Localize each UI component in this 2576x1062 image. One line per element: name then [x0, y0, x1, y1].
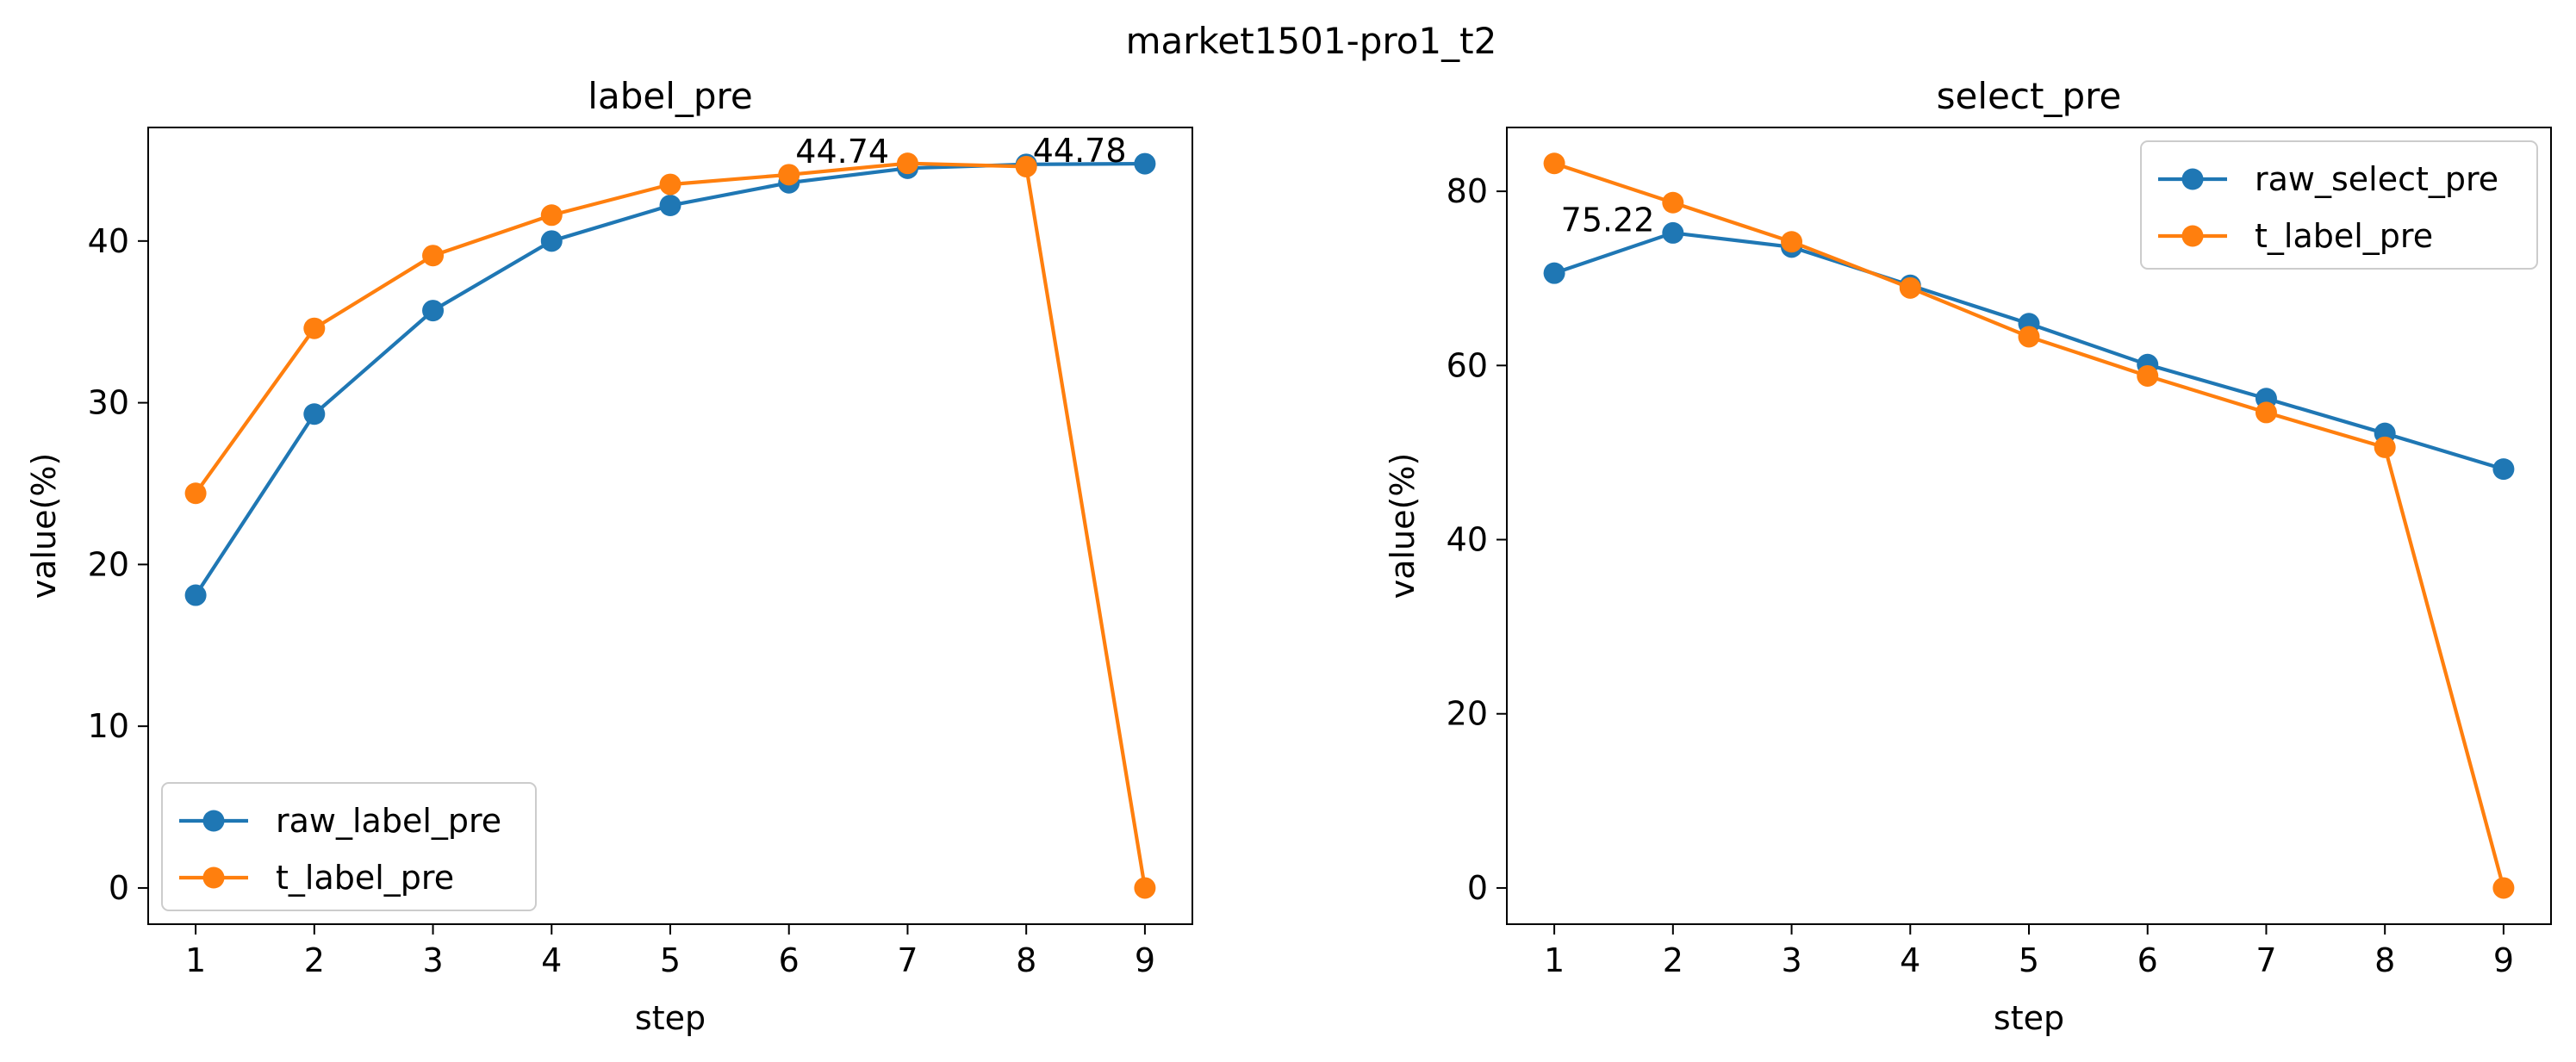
- data-annotation: 44.74: [795, 133, 889, 171]
- data-point-raw_label_pre: [659, 195, 681, 217]
- y-tick-label: 20: [1447, 695, 1488, 733]
- legend-swatch-marker: [2181, 168, 2204, 190]
- x-tick-label: 3: [422, 941, 443, 979]
- x-tick-label: 9: [1135, 941, 1155, 979]
- legend-entry-label: raw_label_pre: [276, 802, 501, 840]
- data-point-t_label_pre: [1781, 231, 1803, 253]
- data-point-raw_select_pre: [2492, 458, 2515, 481]
- data-point-t_label_pre: [422, 245, 445, 267]
- y-axis-label: value(%): [1384, 453, 1422, 599]
- data-point-raw_label_pre: [303, 403, 326, 425]
- x-tick-label: 4: [1900, 941, 1920, 979]
- data-point-t_label_pre: [1134, 877, 1156, 899]
- data-point-raw_select_pre: [1543, 262, 1565, 284]
- x-axis-label: step: [635, 999, 706, 1037]
- legend-entry-label: raw_select_pre: [2255, 160, 2498, 198]
- data-point-raw_label_pre: [540, 230, 563, 252]
- data-point-t_label_pre: [896, 152, 918, 175]
- y-tick-label: 40: [88, 222, 129, 260]
- legend-swatch-marker: [202, 810, 225, 832]
- data-point-t_label_pre: [1015, 155, 1037, 177]
- data-point-t_label_pre: [2018, 326, 2040, 348]
- data-annotation: 75.22: [1561, 201, 1655, 239]
- legend: raw_select_pre t_label_pre: [2140, 140, 2538, 270]
- x-tick-label: 6: [779, 941, 800, 979]
- chart-title: label_pre: [588, 75, 752, 117]
- legend-entry-label: t_label_pre: [2255, 217, 2433, 255]
- data-point-t_label_pre: [778, 164, 800, 186]
- y-tick-label: 30: [88, 384, 129, 422]
- x-tick-label: 2: [1663, 941, 1683, 979]
- x-tick-label: 6: [2137, 941, 2158, 979]
- x-tick-label: 4: [541, 941, 562, 979]
- x-tick-label: 3: [1781, 941, 1801, 979]
- y-tick-label: 20: [88, 545, 129, 583]
- x-tick-label: 1: [1544, 941, 1565, 979]
- x-tick-label: 5: [660, 941, 681, 979]
- data-point-t_label_pre: [540, 204, 563, 227]
- x-axis-label: step: [1994, 999, 2064, 1037]
- y-tick-label: 80: [1447, 172, 1488, 210]
- legend-box: [161, 782, 537, 911]
- x-tick-label: 2: [304, 941, 325, 979]
- data-point-t_label_pre: [1543, 152, 1565, 175]
- y-tick-label: 0: [1467, 869, 1488, 907]
- y-tick-label: 40: [1447, 521, 1488, 559]
- data-point-raw_label_pre: [184, 584, 207, 606]
- x-tick-label: 9: [2493, 941, 2514, 979]
- y-tick-label: 10: [88, 707, 129, 745]
- data-point-raw_label_pre: [1134, 152, 1156, 175]
- x-tick-label: 8: [1016, 941, 1036, 979]
- x-tick-label: 7: [897, 941, 918, 979]
- x-tick-label: 5: [2019, 941, 2039, 979]
- data-point-raw_select_pre: [1662, 221, 1684, 244]
- data-point-t_label_pre: [1662, 191, 1684, 214]
- legend-box: [2140, 140, 2538, 270]
- axes-frame: [1506, 127, 2552, 925]
- chart-panel-0: label_pre 1 2 3 4 5 6 7 8 9 0 10 20 30 40 step value(%) 4…: [25, 75, 1193, 1037]
- chart-title: select_pre: [1937, 75, 2122, 117]
- legend: raw_label_pre t_label_pre: [161, 782, 537, 911]
- legend-swatch-marker: [2181, 225, 2204, 247]
- data-point-t_label_pre: [184, 482, 207, 505]
- data-point-raw_label_pre: [422, 300, 445, 322]
- data-point-t_label_pre: [1899, 276, 1921, 299]
- legend-swatch-marker: [202, 866, 225, 889]
- data-annotation: 44.78: [1033, 132, 1127, 170]
- x-tick-label: 1: [185, 941, 206, 979]
- y-tick-label: 60: [1447, 346, 1488, 384]
- chart-panel-1: select_pre 1 2 3 4 5 6 7 8 9 0 20 40 60 80 step value(%)…: [1384, 75, 2552, 1037]
- x-tick-label: 8: [2374, 941, 2395, 979]
- data-point-t_label_pre: [2137, 364, 2159, 387]
- x-tick-label: 7: [2256, 941, 2276, 979]
- legend-entry-label: t_label_pre: [276, 859, 454, 897]
- figure-title: market1501-pro1_t2: [1126, 20, 1497, 62]
- data-point-t_label_pre: [2492, 877, 2515, 899]
- y-tick-label: 0: [109, 869, 129, 907]
- data-point-t_label_pre: [2374, 436, 2396, 458]
- data-point-t_label_pre: [2255, 401, 2277, 424]
- data-point-t_label_pre: [659, 173, 681, 196]
- y-axis-label: value(%): [25, 453, 63, 599]
- data-point-t_label_pre: [303, 317, 326, 339]
- axes-frame: [147, 127, 1193, 925]
